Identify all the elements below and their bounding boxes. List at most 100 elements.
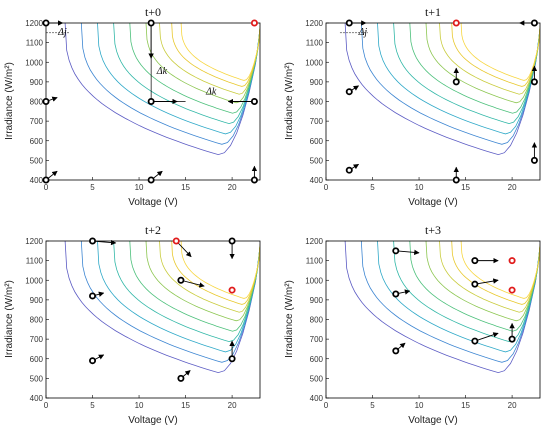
y-tick-label: 700 xyxy=(30,335,44,344)
particle xyxy=(345,166,353,174)
y-tick-label: 900 xyxy=(310,296,324,305)
y-tick-label: 800 xyxy=(310,98,324,107)
contour-line xyxy=(113,241,260,343)
y-axis-label: Irradiance (W/m²) xyxy=(284,280,295,358)
particle xyxy=(228,237,236,245)
y-tick-label: 1200 xyxy=(25,19,43,28)
x-tick-label: 5 xyxy=(90,183,95,192)
particle xyxy=(42,19,50,27)
panel-t1: t+1 0 5 10 15 20 400 500 600 700 800 900 1000 1100 1… xyxy=(284,5,541,208)
contour-line xyxy=(451,241,540,305)
x-tick-label: 10 xyxy=(415,401,424,410)
x-tick-label: 10 xyxy=(135,183,144,192)
y-tick-label: 400 xyxy=(30,176,44,185)
contour-line xyxy=(393,23,540,125)
particle xyxy=(530,156,538,164)
contour-line xyxy=(145,23,260,104)
x-tick-label: 15 xyxy=(461,183,470,192)
contour-line xyxy=(171,23,260,87)
velocity-arrow xyxy=(180,279,205,288)
x-axis-label: Voltage (V) xyxy=(408,415,457,426)
x-axis: 0 5 10 15 20 xyxy=(324,177,517,192)
particle xyxy=(471,257,479,265)
x-tick-label: 0 xyxy=(324,183,329,192)
contour-lines xyxy=(64,23,260,156)
y-tick-label: 800 xyxy=(310,316,324,325)
annotation-label: Δk xyxy=(156,66,168,77)
y-tick-label: 1000 xyxy=(305,276,323,285)
contour-line xyxy=(159,241,260,313)
panel-title: t+1 xyxy=(425,5,441,19)
contour-line xyxy=(129,23,260,114)
y-tick-label: 700 xyxy=(310,117,324,126)
x-tick-label: 20 xyxy=(508,401,517,410)
contour-line xyxy=(439,241,540,313)
annotation-label: Δj xyxy=(57,27,67,38)
particle xyxy=(177,276,185,284)
contour-line xyxy=(145,241,260,322)
annotations: Δj xyxy=(358,27,368,38)
particle xyxy=(345,88,353,96)
contour-line xyxy=(409,241,540,332)
contour-line xyxy=(439,23,540,95)
particle xyxy=(89,292,97,300)
contour-line xyxy=(113,23,260,125)
contour-lines xyxy=(344,23,540,156)
contour-line xyxy=(64,23,260,156)
x-axis-label: Voltage (V) xyxy=(128,197,177,208)
velocity-arrow xyxy=(395,249,420,256)
velocity-arrow xyxy=(474,332,499,342)
panel-title: t+3 xyxy=(425,223,441,237)
x-tick-label: 0 xyxy=(44,183,49,192)
x-tick-label: 5 xyxy=(370,183,375,192)
y-tick-label: 800 xyxy=(30,316,44,325)
y-tick-label: 1200 xyxy=(305,19,323,28)
particle xyxy=(147,98,155,106)
panel-t2: t+2 0 5 10 15 20 400 500 600 700 800 900 1000 1100 1… xyxy=(4,223,261,426)
y-tick-label: 500 xyxy=(310,374,324,383)
x-axis-label: Voltage (V) xyxy=(128,415,177,426)
y-tick-label: 800 xyxy=(30,98,44,107)
contour-line xyxy=(460,241,540,299)
contour-line xyxy=(344,23,540,156)
y-axis-label: Irradiance (W/m²) xyxy=(4,62,15,140)
particle xyxy=(250,98,258,106)
particle xyxy=(530,78,538,86)
annotations: Δj Δk Δk xyxy=(57,27,217,98)
x-tick-label: 5 xyxy=(370,401,375,410)
particle xyxy=(508,335,516,343)
y-tick-label: 700 xyxy=(310,335,324,344)
y-tick-label: 600 xyxy=(310,355,324,364)
y-axis: 400 500 600 700 800 900 1000 1100 1200 xyxy=(305,19,329,185)
particles xyxy=(42,19,258,184)
particle xyxy=(452,78,460,86)
panel-title: t+2 xyxy=(145,223,161,237)
y-tick-label: 1100 xyxy=(26,39,44,48)
velocity-arrow xyxy=(92,239,117,246)
particles xyxy=(89,237,236,382)
contour-line xyxy=(409,23,540,114)
particle xyxy=(471,337,479,345)
y-tick-label: 400 xyxy=(310,394,324,403)
y-tick-label: 1200 xyxy=(25,237,43,246)
contour-line xyxy=(80,241,260,363)
particle xyxy=(147,176,155,184)
y-axis-label: Irradiance (W/m²) xyxy=(4,280,15,358)
contour-line xyxy=(377,241,540,353)
contour-line xyxy=(377,23,540,135)
best-particle xyxy=(228,286,236,294)
x-tick-label: 20 xyxy=(508,183,517,192)
plot-frame xyxy=(45,240,261,399)
particles xyxy=(392,247,516,355)
particle xyxy=(392,290,400,298)
step-guides xyxy=(46,23,186,102)
panel-title: t+0 xyxy=(145,5,161,19)
x-tick-label: 20 xyxy=(228,401,237,410)
contour-line xyxy=(360,241,540,363)
particle xyxy=(345,19,353,27)
annotation-label: Δk xyxy=(205,87,217,98)
contour-line xyxy=(129,241,260,332)
x-axis-label: Voltage (V) xyxy=(408,197,457,208)
y-tick-label: 600 xyxy=(310,137,324,146)
